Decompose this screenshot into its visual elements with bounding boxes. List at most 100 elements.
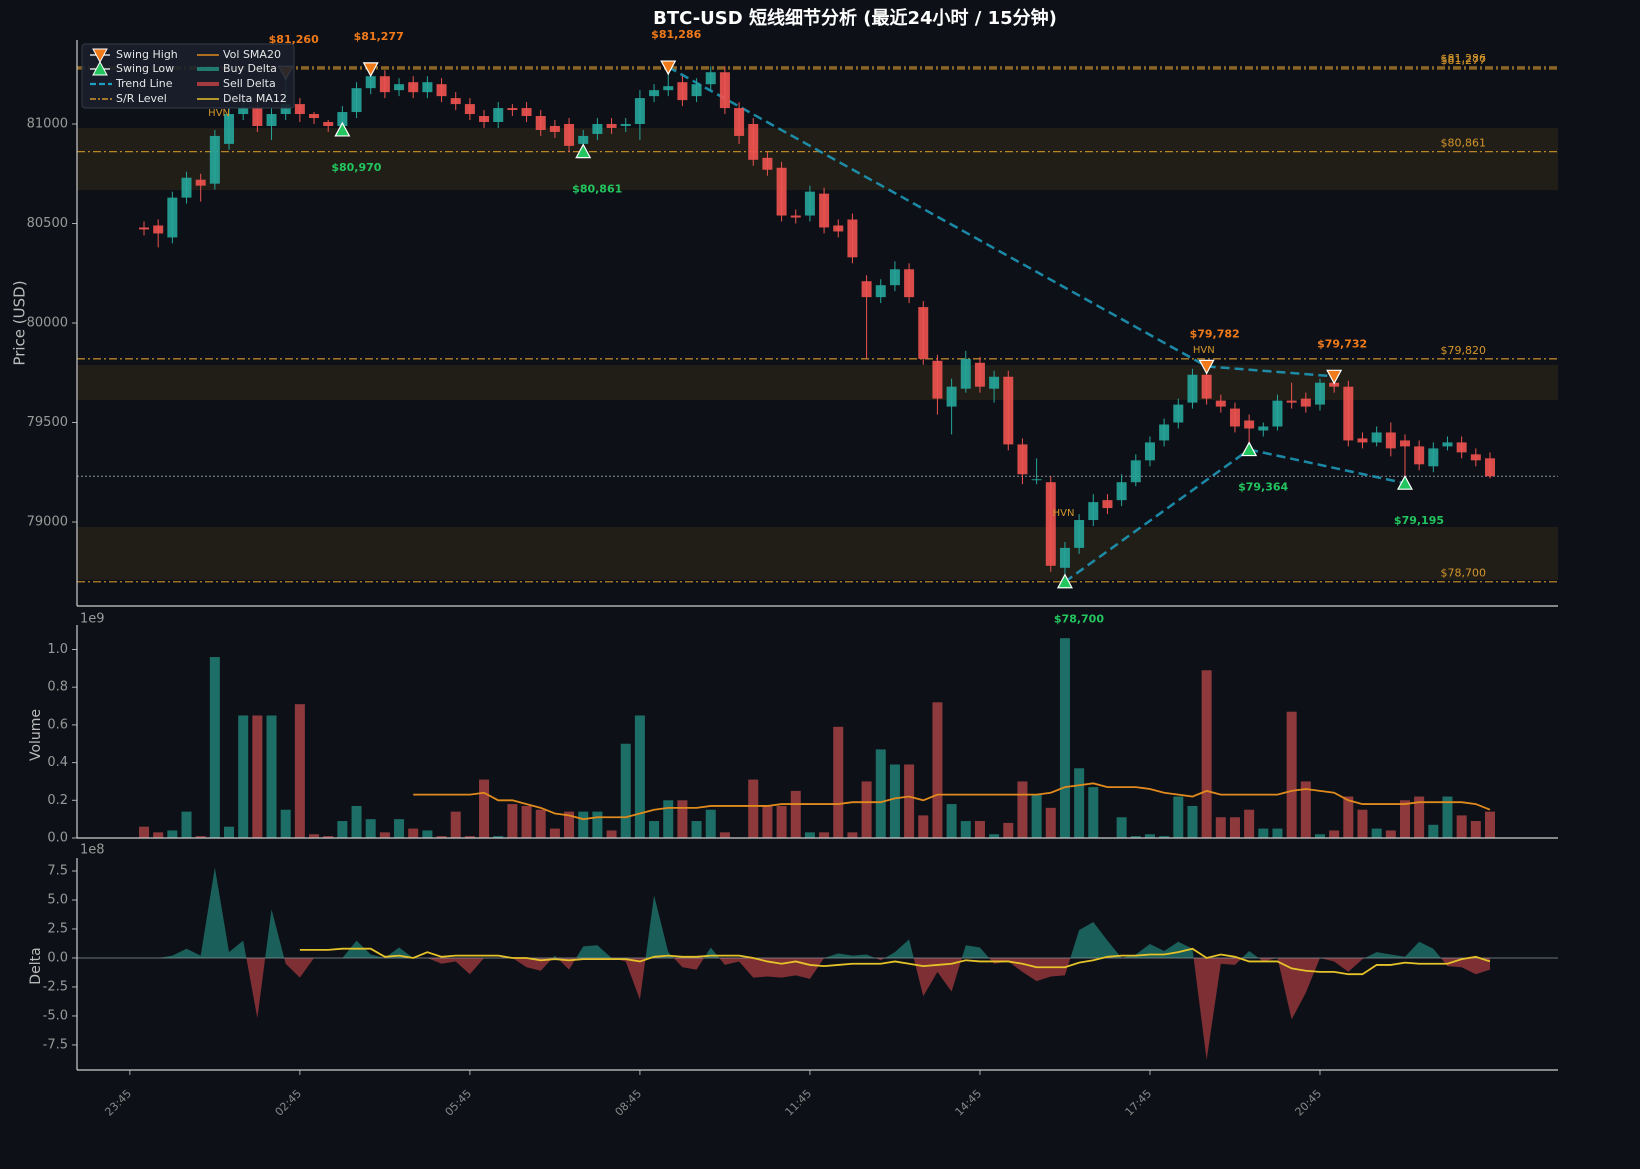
volume-bar <box>436 836 447 838</box>
candle-body <box>479 116 490 122</box>
volume-bar <box>790 790 801 838</box>
legend-label: Swing High <box>116 48 178 61</box>
volume-bar <box>1470 821 1481 838</box>
volume-bar <box>507 804 518 838</box>
volume-bar <box>323 836 334 838</box>
sr-level-label: $81,277 <box>1441 54 1487 67</box>
candle-body <box>918 307 929 359</box>
volume-bar <box>974 821 985 838</box>
volume-bar <box>719 832 730 838</box>
candle-body <box>861 281 872 298</box>
candle-body <box>507 108 518 111</box>
swing-low-label: $80,861 <box>572 183 622 196</box>
candle-body <box>833 225 844 232</box>
candle-body <box>379 76 390 93</box>
volume-bar <box>209 657 220 838</box>
volume-bar <box>649 821 660 838</box>
volume-bar <box>1314 834 1325 838</box>
candle-body <box>1442 442 1453 447</box>
swing-low-label: $79,195 <box>1394 514 1444 527</box>
candle-body <box>323 121 334 126</box>
candle-body <box>1343 386 1354 441</box>
buy-delta-area <box>144 867 1490 958</box>
swing-high-marker <box>362 62 379 78</box>
hvn-label: HVN <box>208 108 230 119</box>
candle-body <box>1470 454 1481 461</box>
candle-body <box>847 219 858 258</box>
sr-level-label: $81,286 <box>1441 52 1487 65</box>
candle-body <box>309 114 320 119</box>
volume-bar <box>252 715 263 838</box>
y-tick-label: 0.8 <box>47 680 68 695</box>
volume-bar <box>167 830 178 838</box>
volume-bar <box>1371 828 1382 838</box>
volume-bar <box>224 826 235 838</box>
y-tick-label: 0.6 <box>47 717 68 732</box>
chart-title: BTC-USD 短线细节分析 (最近24小时 / 15分钟) <box>653 7 1057 29</box>
zone <box>77 127 1558 191</box>
candle-body <box>266 114 277 126</box>
volume-bar <box>833 726 844 838</box>
volume-bar <box>1059 638 1070 838</box>
trend-line <box>1064 448 1250 583</box>
volume-bar <box>1244 809 1255 838</box>
volume-bar <box>280 809 291 838</box>
candle-body <box>1456 442 1467 453</box>
candle-body <box>1144 442 1155 461</box>
candle-body <box>592 123 603 134</box>
candle-body <box>1102 500 1113 509</box>
candle-body <box>464 104 475 115</box>
candle-body <box>819 193 830 228</box>
volume-bar <box>1173 796 1184 838</box>
candle-body <box>1329 382 1340 387</box>
volume-bar <box>578 811 589 838</box>
volume-bar <box>1286 711 1297 838</box>
volume-bar <box>1144 834 1155 838</box>
candle-body <box>1116 482 1127 501</box>
y-axis-label: Price (USD) <box>11 280 29 365</box>
volume-bar <box>450 811 461 838</box>
volume-bar <box>351 805 362 838</box>
candle-body <box>252 108 263 126</box>
trend-line <box>1206 365 1335 378</box>
legend-label: Delta MA12 <box>223 92 287 105</box>
volume-bar <box>195 836 206 838</box>
zone <box>77 526 1558 580</box>
swing-low-marker <box>1396 474 1413 490</box>
candle-body <box>1074 520 1085 548</box>
candle-body <box>663 86 674 91</box>
candle-body <box>606 123 617 128</box>
swing-high-label: $79,782 <box>1190 327 1240 340</box>
volume-bar <box>1031 794 1042 838</box>
y-tick-label: 80000 <box>27 316 68 331</box>
y-tick-label: -2.5 <box>43 979 68 994</box>
swing-high-label: $81,260 <box>269 33 319 46</box>
candle-body <box>1003 376 1014 445</box>
volume-bar <box>776 805 787 838</box>
candle-body <box>734 108 745 136</box>
volume-bar <box>1329 830 1340 838</box>
candle-body <box>209 135 220 184</box>
candle-body <box>1031 479 1042 481</box>
volume-bar <box>1428 824 1439 838</box>
volume-bar <box>847 832 858 838</box>
legend-label: S/R Level <box>116 92 167 105</box>
volume-bar <box>663 800 674 838</box>
candle-body <box>578 135 589 144</box>
candle-body <box>1244 420 1255 429</box>
swing-high-label: $79,732 <box>1317 337 1367 350</box>
candle-body <box>1017 444 1028 475</box>
candle-body <box>649 90 660 97</box>
volume-bar <box>479 779 490 838</box>
volume-bar <box>620 743 631 838</box>
volume-bar <box>989 834 1000 838</box>
legend-swatch <box>92 60 108 76</box>
volume-bar <box>918 815 929 838</box>
volume-bar <box>1343 796 1354 838</box>
axis-offset-label: 1e8 <box>80 843 105 858</box>
swing-high-marker <box>660 60 677 76</box>
y-tick-label: 80500 <box>27 216 68 231</box>
candle-body <box>139 227 150 230</box>
volume-bar <box>1074 768 1085 838</box>
